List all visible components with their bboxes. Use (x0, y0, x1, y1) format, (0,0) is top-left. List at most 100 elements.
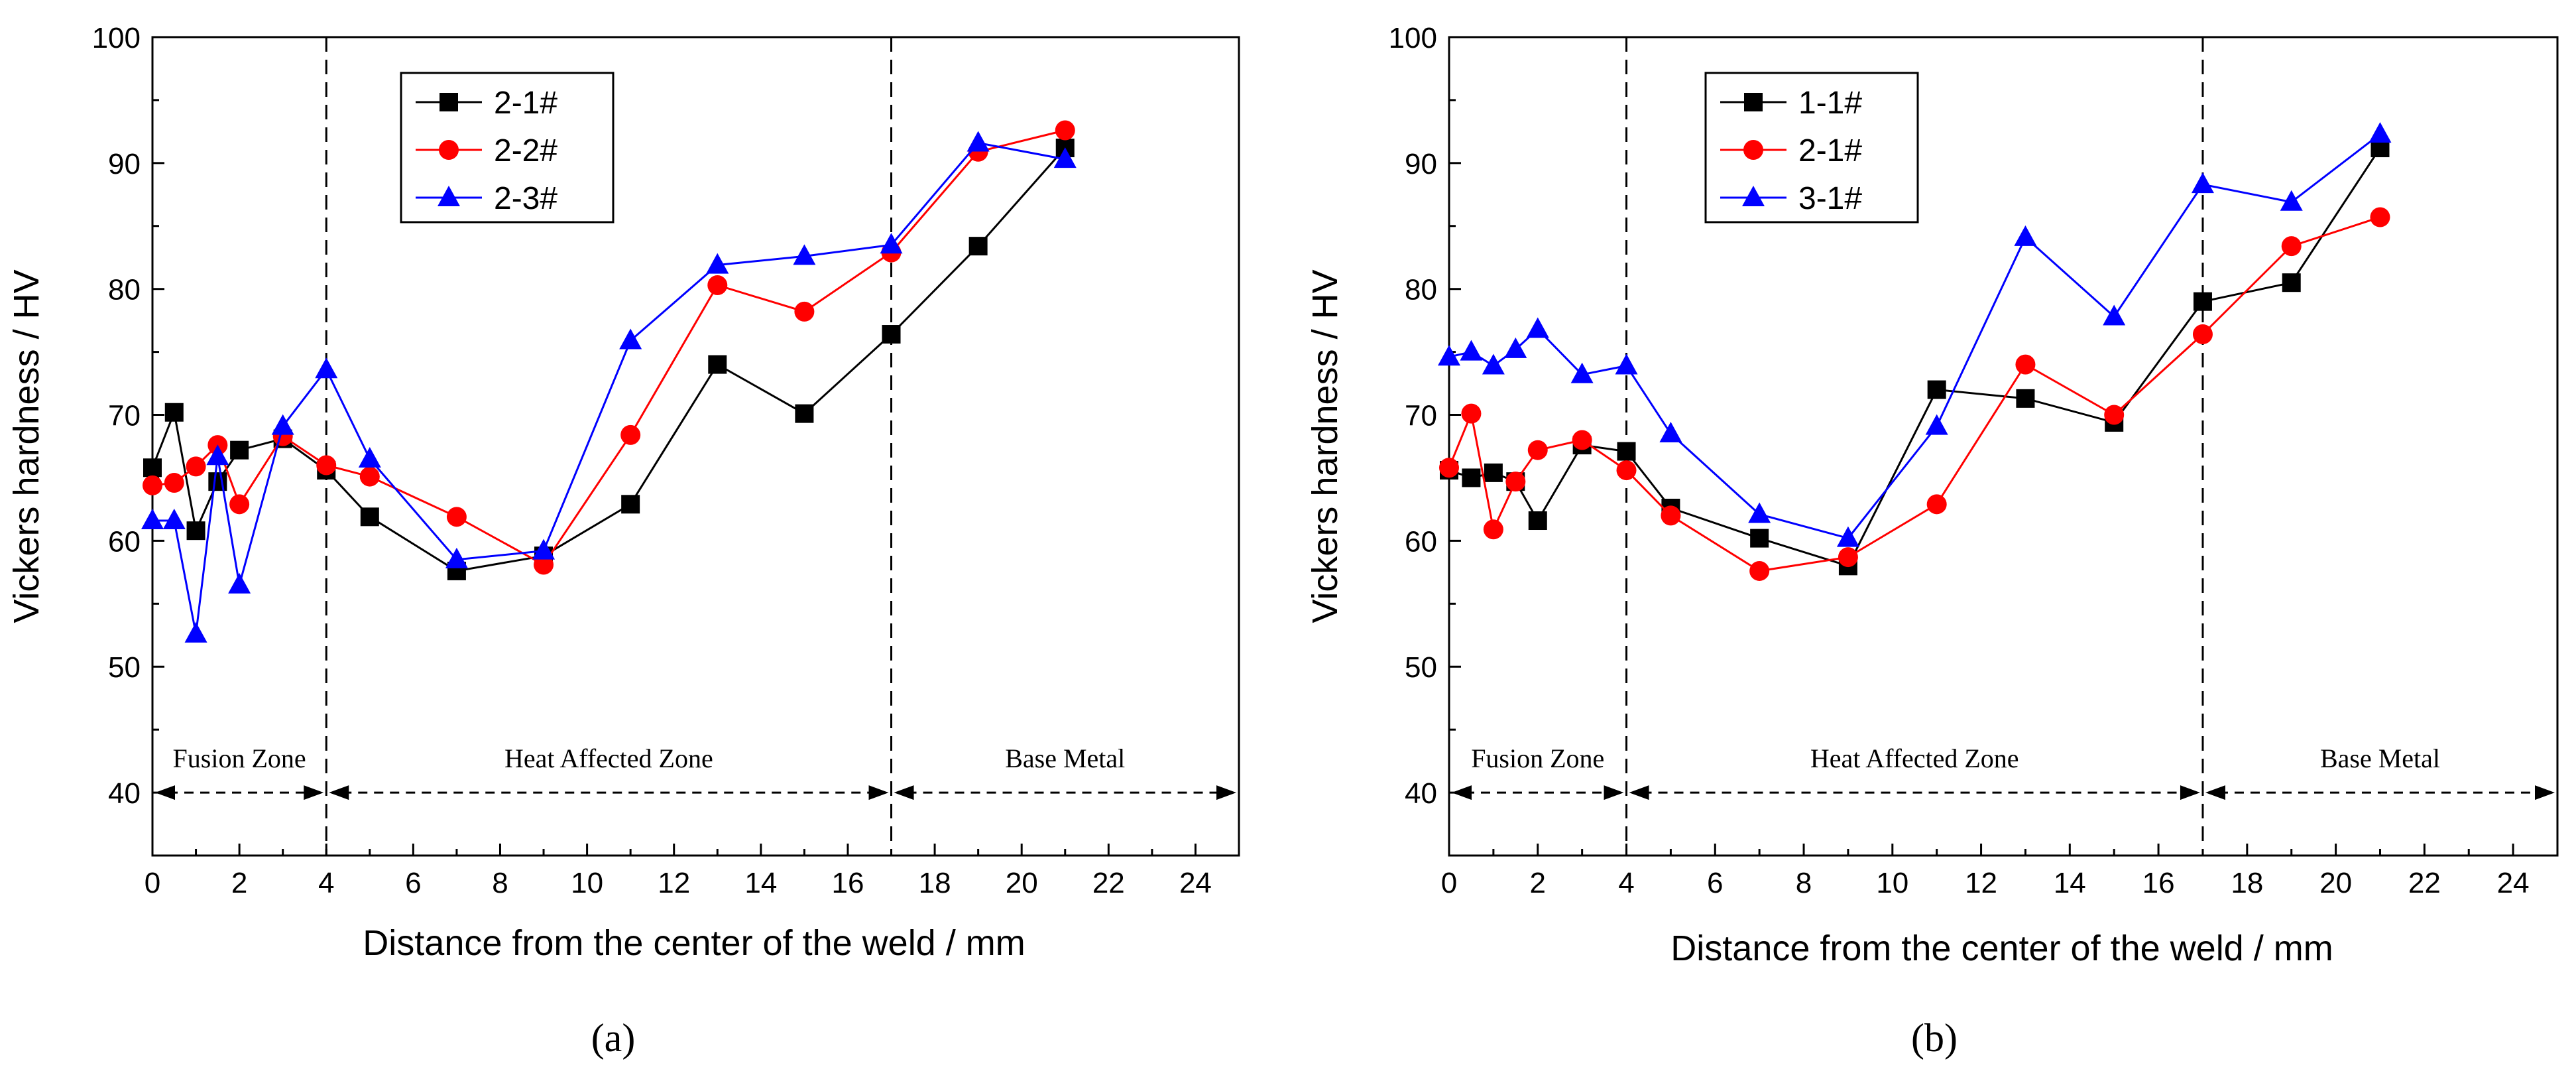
arrowhead-left-icon (155, 785, 175, 800)
data-point (1505, 472, 1526, 492)
x-axis-label: Distance from the center of the weld / m… (363, 923, 1025, 963)
data-point (1055, 120, 1075, 141)
legend-marker (439, 140, 459, 160)
y-tick-label: 70 (1405, 400, 1437, 432)
data-point (2191, 172, 2214, 194)
data-point (1053, 147, 1077, 168)
x-tick-label: 0 (145, 867, 160, 899)
y-axis-label: Vickers hardness / HV (1305, 269, 1345, 623)
data-point (359, 466, 380, 487)
data-point (1617, 442, 1636, 461)
y-tick-label: 60 (108, 525, 141, 558)
series-line (152, 141, 1066, 635)
data-point (228, 572, 251, 594)
y-tick-label: 90 (1405, 148, 1437, 180)
data-point (1504, 337, 1527, 358)
data-point (1925, 414, 1948, 435)
x-tick-label: 14 (744, 867, 777, 899)
data-point (794, 301, 815, 322)
series-line (152, 129, 1066, 566)
zone-label: Fusion Zone (1471, 743, 1604, 773)
data-point (1528, 511, 1547, 531)
x-tick-label: 12 (1965, 867, 1997, 899)
data-point (2280, 190, 2303, 211)
data-point (1749, 560, 1770, 581)
data-point (2103, 304, 2126, 326)
arrowhead-left-icon (1452, 785, 1472, 800)
data-point (316, 455, 337, 476)
y-axis-label: Vickers hardness / HV (7, 269, 46, 623)
data-point (880, 233, 903, 254)
data-point (1661, 505, 1681, 526)
x-tick-label: 16 (831, 867, 864, 899)
data-point (206, 444, 229, 466)
series-line (1448, 133, 2381, 540)
series-line (1448, 216, 2380, 572)
data-point (1527, 440, 1548, 460)
data-point (1526, 317, 1549, 338)
legend-marker (438, 186, 460, 206)
data-point (1750, 529, 1769, 548)
legend-label: 2-1# (1798, 133, 1862, 168)
x-tick-label: 2 (1530, 867, 1546, 899)
data-point (1438, 345, 1460, 366)
data-point (315, 357, 338, 379)
y-tick-label: 80 (1405, 274, 1437, 306)
x-tick-label: 4 (318, 867, 334, 899)
data-point (2016, 389, 2035, 408)
arrowhead-right-icon (868, 785, 889, 800)
data-point (1570, 362, 1594, 383)
data-point (2370, 207, 2390, 227)
data-point (358, 446, 381, 468)
data-point (230, 440, 249, 460)
arrowhead-left-icon (2205, 785, 2225, 800)
y-tick-label: 100 (92, 22, 141, 54)
zone-label: Heat Affected Zone (1810, 743, 2019, 773)
data-point (162, 509, 186, 530)
data-point (229, 494, 250, 515)
data-point (532, 539, 556, 560)
series-line (151, 147, 1066, 572)
arrowhead-left-icon (329, 785, 349, 800)
legend-label: 1-1# (1798, 86, 1862, 121)
plot-frame (1448, 36, 2559, 857)
x-tick-label: 18 (919, 867, 951, 899)
data-point (1836, 526, 1859, 547)
data-point (706, 253, 729, 274)
data-point (1616, 460, 1637, 481)
x-tick-label: 20 (2319, 867, 2352, 899)
zone-label: Base Metal (2320, 743, 2440, 773)
data-point (186, 456, 206, 477)
panel-caption: (b) (1911, 1016, 1958, 1060)
data-point (966, 131, 990, 152)
x-tick-label: 16 (2142, 867, 2175, 899)
data-point (1482, 353, 1505, 375)
data-point (2282, 273, 2301, 292)
x-tick-label: 8 (1796, 867, 1812, 899)
zone-label: Base Metal (1005, 743, 1125, 773)
legend-marker (1744, 93, 1763, 111)
x-tick-label: 6 (405, 867, 421, 899)
x-tick-label: 24 (1179, 867, 1212, 899)
data-point (184, 621, 207, 643)
y-tick-label: 100 (1389, 22, 1437, 54)
x-tick-label: 20 (1006, 867, 1038, 899)
legend-marker (1743, 140, 1763, 160)
arrowhead-right-icon (2535, 785, 2555, 800)
data-point (968, 237, 988, 256)
x-tick-label: 8 (492, 867, 508, 899)
data-point (620, 424, 641, 445)
series-line (1448, 147, 2381, 568)
data-point (1462, 468, 1481, 487)
data-point (1838, 547, 1858, 568)
x-tick-label: 24 (2497, 867, 2530, 899)
y-tick-label: 80 (108, 274, 141, 306)
y-tick-label: 70 (108, 400, 141, 432)
data-point (1461, 403, 1482, 424)
y-tick-label: 50 (108, 651, 141, 684)
data-point (1615, 353, 1638, 375)
data-point (1460, 340, 1483, 361)
